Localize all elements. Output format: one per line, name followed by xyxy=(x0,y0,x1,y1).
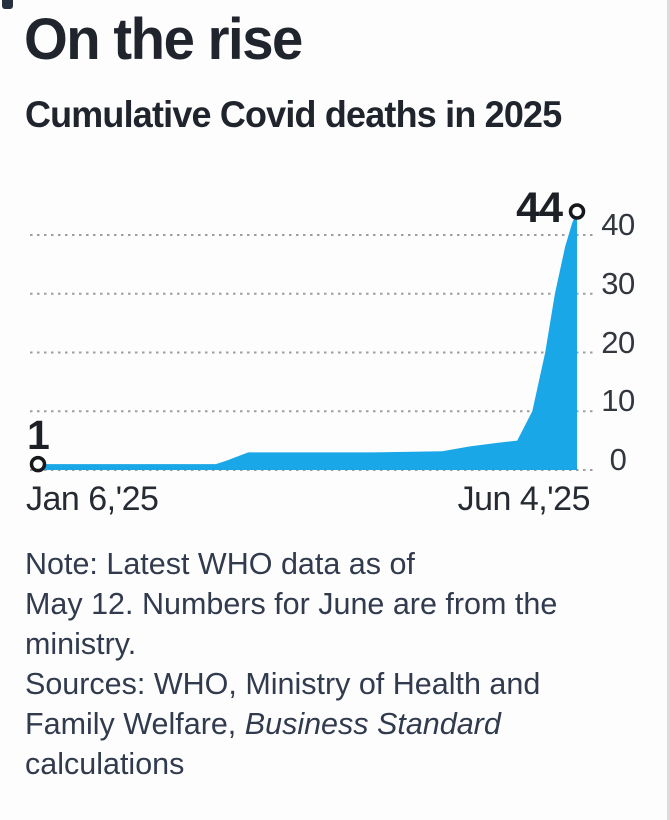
area-series xyxy=(38,211,577,470)
chart-subtitle: Cumulative Covid deaths in 2025 xyxy=(25,94,562,135)
sources-line: Sources: WHO, Ministry of Health and xyxy=(25,667,541,701)
data-label-peak: 44 xyxy=(516,184,563,232)
y-tick-label: 40 xyxy=(601,207,635,242)
markers-layer xyxy=(29,203,586,473)
chart-title: On the rise xyxy=(24,7,303,72)
y-tick-label: 0 xyxy=(609,442,627,477)
sources-line: calculations xyxy=(25,747,185,781)
area-chart xyxy=(29,203,593,473)
y-tick-label: 30 xyxy=(601,265,635,301)
sources-line: Family Welfare, Business Standard xyxy=(25,704,657,744)
note-line: May 12. Numbers for June are from the xyxy=(25,587,558,621)
corner-artifact xyxy=(2,0,13,9)
data-label-start: 1 xyxy=(27,412,50,458)
footnote-block: Note: Latest WHO data as of May 12. Numb… xyxy=(25,544,657,784)
data-point-marker xyxy=(568,203,586,220)
y-tick-label: 10 xyxy=(601,383,635,419)
note-line: ministry. xyxy=(25,627,137,661)
x-axis-label-start: Jan 6,'25 xyxy=(26,480,159,518)
x-axis-label-end: Jun 4,'25 xyxy=(457,480,591,518)
y-tick-label: 20 xyxy=(601,324,635,360)
plot-area: 0 10 20 30 40 xyxy=(0,180,670,480)
screen-edge-line xyxy=(667,0,670,820)
gridlines-layer xyxy=(30,234,593,471)
publication-name: Business Standard xyxy=(244,707,501,741)
data-point-marker xyxy=(29,455,47,473)
note-line: Note: Latest WHO data as of xyxy=(25,547,415,581)
sources-text: Family Welfare, xyxy=(25,707,245,741)
